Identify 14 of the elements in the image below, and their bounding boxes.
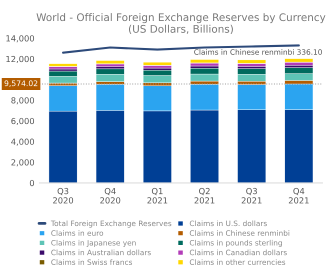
y-tick-label: 14,000 (6, 35, 34, 42)
y-tick-label: 0 (30, 180, 34, 186)
x-tick-label: Q3 2021 (242, 188, 262, 204)
y-tick-label: 6,000 (11, 118, 34, 126)
y-tick-label: 2,000 (11, 159, 34, 166)
x-tick-label: Q1 2021 (147, 188, 168, 204)
y-tick-label: 4,000 (11, 138, 34, 146)
y-tick-label: 12,000 (6, 56, 34, 64)
y-tick-label: 8,000 (11, 97, 34, 104)
x-tick-label: Q4 2020 (100, 188, 120, 204)
chart-title: World - Official Foreign Exchange Reserves by Currency (US Dollars, Billions) (36, 13, 326, 34)
x-tick-label: Q4 2021 (288, 188, 309, 204)
x-tick-label: Q3 2020 (53, 188, 74, 204)
x-tick-label: Q2 2021 (194, 188, 214, 204)
